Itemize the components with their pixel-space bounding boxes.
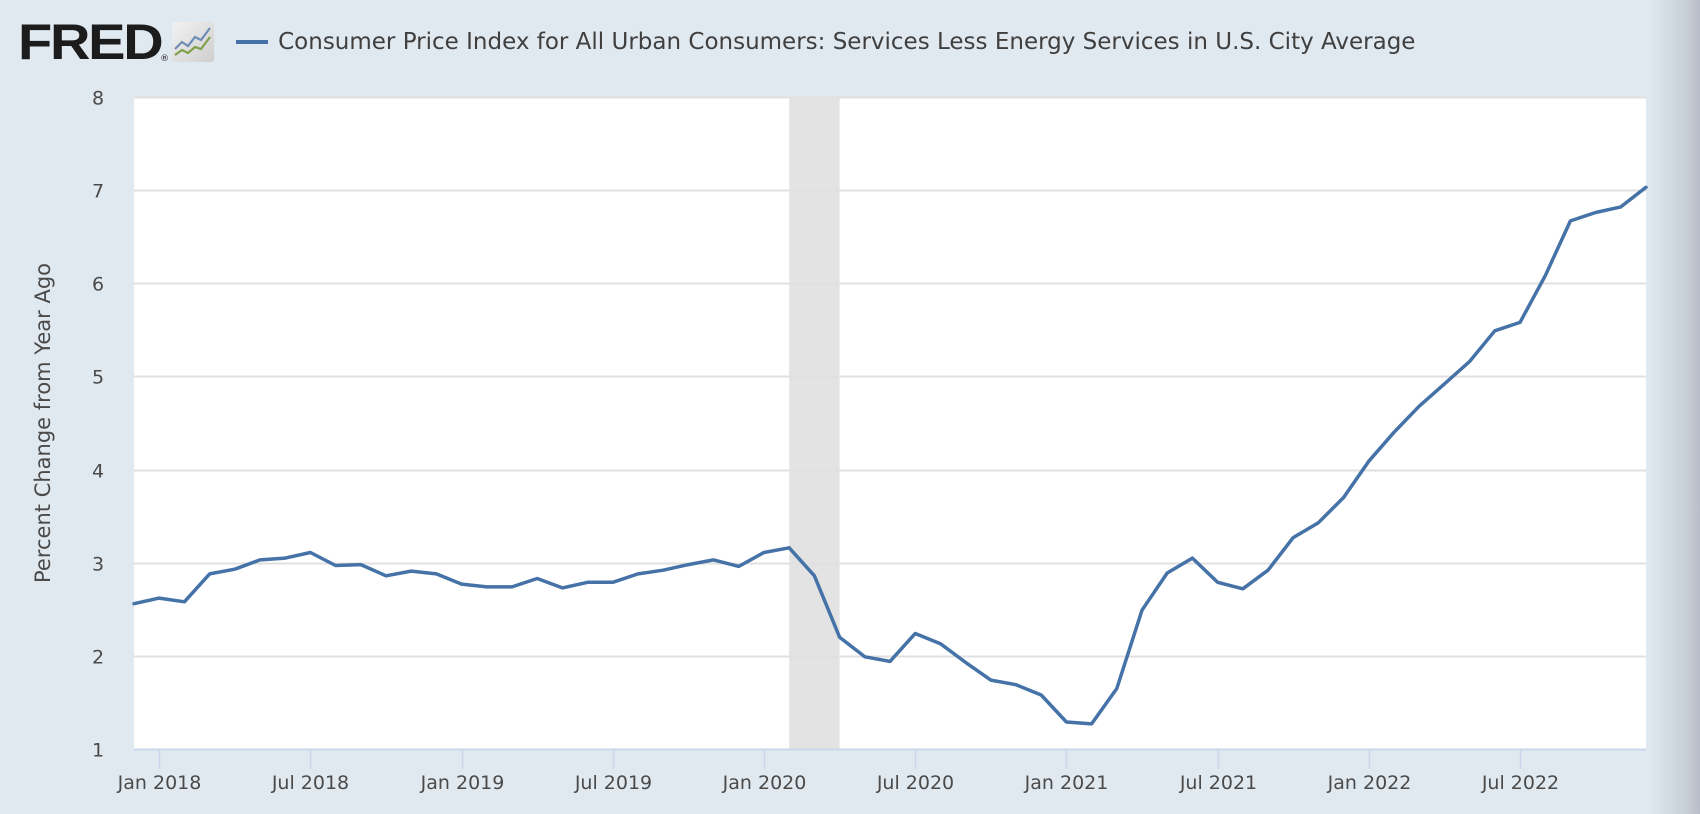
data-point[interactable] — [910, 629, 920, 639]
data-point[interactable] — [205, 569, 215, 579]
legend-swatch — [236, 40, 269, 44]
data-point[interactable] — [1465, 357, 1475, 367]
data-point[interactable] — [280, 553, 290, 563]
data-point[interactable] — [608, 577, 618, 587]
y-tick-label: 8 — [92, 88, 104, 110]
data-point[interactable] — [230, 564, 240, 574]
data-point[interactable] — [1389, 427, 1399, 437]
data-point[interactable] — [1490, 326, 1500, 336]
y-tick-label: 2 — [92, 647, 104, 669]
x-tick-label: Jul 2022 — [1481, 772, 1559, 794]
y-axis-label: Percent Change from Year Ago — [31, 263, 55, 583]
data-point[interactable] — [1238, 584, 1248, 594]
data-point[interactable] — [1616, 202, 1626, 212]
data-point[interactable] — [1112, 684, 1122, 694]
data-point[interactable] — [709, 555, 719, 565]
data-point[interactable] — [1414, 401, 1424, 411]
plot-area — [134, 97, 1646, 749]
registered-mark: ® — [160, 54, 170, 64]
series-line[interactable] — [132, 185, 1648, 726]
data-point[interactable] — [759, 548, 769, 558]
data-point[interactable] — [1313, 518, 1323, 528]
data-point[interactable] — [1213, 577, 1223, 587]
x-tick-label: Jan 2018 — [117, 772, 202, 794]
data-point[interactable] — [1515, 317, 1525, 327]
data-point[interactable] — [683, 560, 693, 570]
data-point[interactable] — [1061, 717, 1071, 727]
data-point[interactable] — [1565, 216, 1575, 226]
data-point[interactable] — [129, 599, 139, 609]
data-point[interactable] — [885, 656, 895, 666]
data-point[interactable] — [482, 582, 492, 592]
data-point[interactable] — [961, 657, 971, 667]
data-point[interactable] — [431, 569, 441, 579]
x-tick-label: Jan 2022 — [1327, 772, 1412, 794]
chart-title[interactable]: Consumer Price Index for All Urban Consu… — [278, 29, 1416, 55]
data-point[interactable] — [658, 565, 668, 575]
x-tick-label: Jul 2021 — [1179, 772, 1257, 794]
line-chart-icon — [172, 22, 215, 62]
data-point[interactable] — [1162, 568, 1172, 578]
x-tick-label: Jul 2020 — [876, 772, 954, 794]
data-point[interactable] — [835, 632, 845, 642]
data-point[interactable] — [1187, 553, 1197, 563]
data-point[interactable] — [1087, 719, 1097, 729]
y-tick-label: 5 — [92, 367, 104, 389]
data-point[interactable] — [507, 582, 517, 592]
data-point[interactable] — [1288, 533, 1298, 543]
data-point[interactable] — [1364, 456, 1374, 466]
data-point[interactable] — [381, 571, 391, 581]
data-point[interactable] — [1339, 493, 1349, 503]
data-point[interactable] — [583, 577, 593, 587]
grid-lines — [134, 96, 1646, 658]
y-tick-label: 1 — [92, 740, 104, 762]
y-axis-ticks: 1 2 3 4 5 6 7 8 — [92, 88, 104, 762]
data-point[interactable] — [406, 566, 416, 576]
x-tick-label: Jul 2019 — [574, 772, 652, 794]
data-point[interactable] — [457, 579, 467, 589]
recession-band — [789, 97, 840, 749]
y-tick-label: 4 — [92, 461, 104, 483]
data-point[interactable] — [1036, 690, 1046, 700]
data-point[interactable] — [1439, 379, 1449, 389]
y-tick-label: 6 — [92, 274, 104, 296]
data-point[interactable] — [860, 652, 870, 662]
data-point[interactable] — [331, 561, 341, 571]
data-point[interactable] — [1540, 271, 1550, 281]
x-axis-ticks: Jan 2018 Jul 2018 Jan 2019 Jul 2019 Jan 2020… — [117, 750, 1559, 794]
x-tick-label: Jan 2021 — [1024, 772, 1109, 794]
recession-shading — [789, 97, 840, 749]
fred-logo[interactable]: FRED — [18, 14, 164, 70]
data-point[interactable] — [305, 548, 315, 558]
data-point[interactable] — [255, 555, 265, 565]
data-point[interactable] — [356, 560, 366, 570]
data-point[interactable] — [633, 569, 643, 579]
data-point[interactable] — [154, 593, 164, 603]
x-tick-label: Jan 2020 — [722, 772, 807, 794]
data-point[interactable] — [935, 639, 945, 649]
data-point[interactable] — [557, 583, 567, 593]
data-point[interactable] — [784, 543, 794, 553]
x-tick-label: Jul 2018 — [271, 772, 349, 794]
header: FRED ® Consumer Price Index for All Urba… — [18, 14, 1415, 70]
data-point[interactable] — [532, 574, 542, 584]
data-point[interactable] — [1137, 605, 1147, 615]
data-point[interactable] — [1011, 680, 1021, 690]
x-tick-label: Jan 2019 — [420, 772, 505, 794]
y-tick-label: 3 — [92, 554, 104, 576]
data-point[interactable] — [809, 571, 819, 581]
data-point[interactable] — [1591, 208, 1601, 218]
data-point[interactable] — [1263, 565, 1273, 575]
page-edge-shadow — [1648, 0, 1700, 814]
data-point[interactable] — [179, 597, 189, 607]
y-tick-label: 7 — [92, 181, 104, 203]
data-point[interactable] — [734, 561, 744, 571]
data-point[interactable] — [986, 675, 996, 685]
